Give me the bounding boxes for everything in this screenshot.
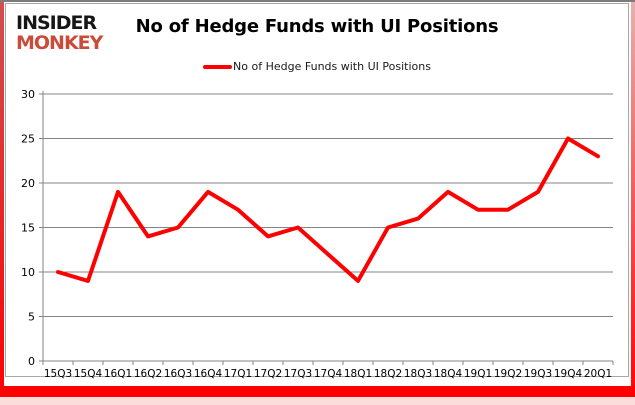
insider-monkey-logo: INSIDER MONKEY — [16, 12, 103, 54]
x-tick-label: 17Q4 — [314, 368, 343, 380]
bottom-red-bar — [0, 386, 635, 397]
x-tick-label: 17Q1 — [224, 368, 252, 380]
y-tick-label: 20 — [21, 177, 35, 190]
legend-line-marker — [203, 64, 233, 69]
y-tick-label: 30 — [21, 90, 35, 101]
line-chart: 0 5 10 15 20 25 30 15Q3 15Q4 16Q1 16Q2 16Q3 16Q4 17Q1… — [21, 88, 614, 380]
x-tick-label: 16Q1 — [104, 368, 132, 380]
left-red-border — [0, 2, 4, 405]
x-tick-label: 15Q4 — [74, 368, 103, 380]
y-tick-label: 15 — [21, 222, 35, 235]
x-tick-label: 15Q3 — [44, 368, 72, 380]
chart-card: INSIDER MONKEY No of Hedge Funds with UI… — [5, 3, 629, 380]
right-red-border — [631, 2, 635, 405]
x-tick-label: 17Q3 — [284, 368, 312, 380]
x-tick-label: 17Q2 — [254, 368, 282, 380]
y-tick-label: 5 — [28, 311, 35, 324]
x-tick-label: 18Q2 — [374, 368, 402, 380]
x-tick-label: 18Q1 — [344, 368, 372, 380]
y-tick-label: 10 — [21, 266, 35, 279]
x-tick-label: 20Q1 — [584, 368, 612, 380]
x-tick-label: 19Q3 — [524, 368, 552, 380]
bottom-pink-strip — [0, 397, 635, 405]
x-tick-label: 16Q2 — [134, 368, 162, 380]
chart-legend: No of Hedge Funds with UI Positions — [6, 60, 628, 73]
logo-line-monkey: MONKEY — [16, 32, 103, 54]
series-line — [56, 136, 600, 283]
plot-area-wrap: 0 5 10 15 20 25 30 15Q3 15Q4 16Q1 16Q2 16Q3 16Q4 17Q1… — [6, 88, 628, 380]
y-tick-label: 0 — [28, 355, 35, 368]
x-tick-label: 19Q2 — [494, 368, 522, 380]
legend-label: No of Hedge Funds with UI Positions — [233, 60, 431, 73]
x-tick-label: 18Q3 — [404, 368, 432, 380]
x-tick-label: 16Q3 — [164, 368, 192, 380]
x-tick-label: 16Q4 — [194, 368, 223, 380]
page-title: No of Hedge Funds with UI Positions — [135, 16, 499, 37]
x-tick-label: 19Q4 — [554, 368, 583, 380]
y-tick-label: 25 — [21, 133, 35, 146]
x-tick-label: 19Q1 — [464, 368, 492, 380]
x-tick-label: 18Q4 — [434, 368, 463, 380]
logo-line-insider: INSIDER — [16, 12, 97, 34]
